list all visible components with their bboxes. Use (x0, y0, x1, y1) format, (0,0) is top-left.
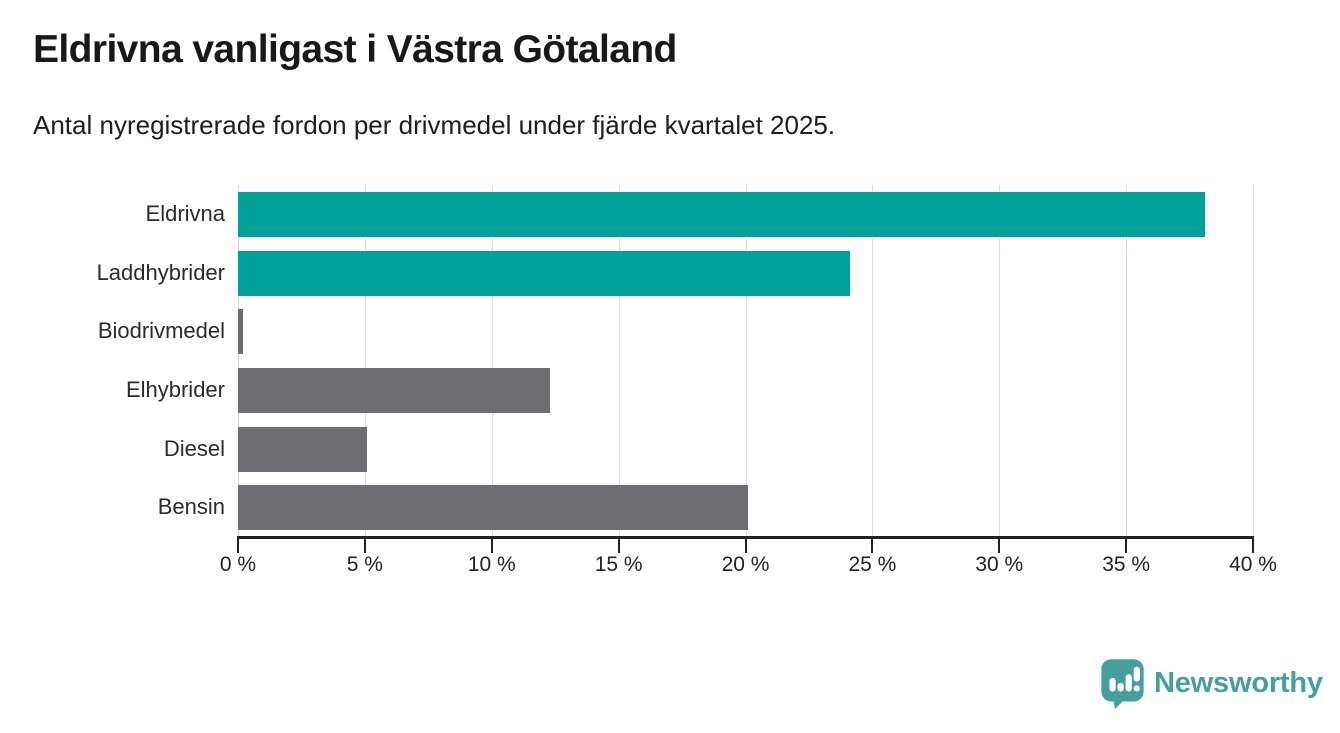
x-tick-label: 35 % (1102, 553, 1151, 576)
x-tick-mark (617, 536, 620, 553)
gridline (872, 185, 874, 537)
category-label: Laddhybrider (96, 259, 225, 285)
x-tick-mark (1252, 536, 1254, 553)
plot-area (238, 185, 1254, 537)
gridline (745, 185, 747, 537)
x-tick-label: 40 % (1229, 553, 1277, 576)
x-tick-label: 20 % (721, 553, 770, 576)
chart-title: Eldrivna vanligast i Västra Götaland (33, 28, 677, 71)
bar-bensin (238, 485, 749, 531)
chart-subtitle: Antal nyregistrerade fordon per drivmede… (33, 110, 836, 140)
gridline (238, 185, 239, 537)
x-tick-mark (490, 536, 493, 553)
gridline (364, 185, 366, 537)
bar-eldrivna (238, 191, 1205, 237)
gridline (999, 185, 1001, 537)
x-tick-mark (998, 536, 1001, 553)
x-tick-label: 5 % (346, 553, 383, 576)
x-tick-mark (1125, 536, 1128, 553)
category-label: Bensin (157, 494, 225, 520)
bar-biodrivmedel (238, 309, 244, 355)
category-axis: Eldrivna Laddhybrider Biodrivmedel Elhybrid… (0, 185, 225, 537)
brand-footer: Newsworthy (1100, 658, 1323, 709)
bar-laddhybrider (238, 250, 850, 296)
gridline (618, 185, 620, 537)
newsworthy-logo-icon (1101, 659, 1144, 709)
x-tick-label: 10 % (467, 553, 516, 576)
gridline (1253, 185, 1254, 537)
x-tick-mark (744, 536, 747, 553)
x-tick-label: 30 % (975, 553, 1024, 576)
category-label: Eldrivna (145, 201, 225, 226)
x-tick-label: 0 % (219, 553, 257, 576)
bar-diesel (238, 426, 368, 472)
x-tick-label: 15 % (594, 553, 643, 576)
gridline (491, 185, 493, 537)
x-tick-label: 25 % (848, 553, 897, 576)
x-tick-mark (237, 536, 239, 553)
x-tick-mark (363, 536, 366, 553)
category-label: Diesel (163, 435, 225, 461)
brand-name: Newsworthy (1154, 667, 1323, 699)
category-label: Elhybrider (125, 377, 225, 402)
category-label: Biodrivmedel (97, 318, 225, 344)
gridline (1126, 185, 1128, 537)
x-tick-mark (871, 536, 874, 553)
bar-elhybrider (238, 367, 551, 413)
